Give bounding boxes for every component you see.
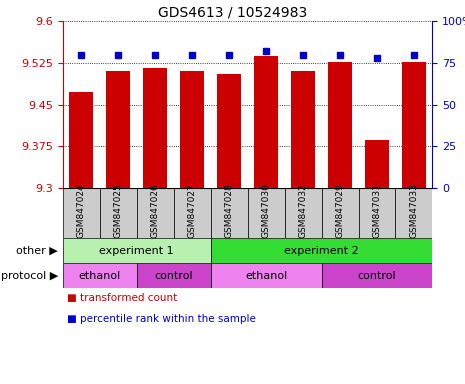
Text: ethanol: ethanol	[245, 270, 287, 281]
Text: GSM847030: GSM847030	[262, 183, 271, 238]
Bar	[100, 188, 137, 238]
Bar	[211, 238, 432, 263]
Text: ■ percentile rank within the sample: ■ percentile rank within the sample	[67, 314, 256, 324]
Bar	[328, 62, 352, 188]
Bar	[143, 68, 167, 188]
Bar	[63, 238, 211, 263]
Bar	[365, 140, 389, 188]
Text: ethanol: ethanol	[79, 270, 121, 281]
Text: other ▶: other ▶	[16, 245, 58, 256]
Bar	[217, 74, 241, 188]
Text: control: control	[358, 270, 396, 281]
Bar	[69, 93, 93, 188]
Bar	[174, 188, 211, 238]
Bar	[211, 188, 247, 238]
Bar	[359, 188, 396, 238]
Text: ■ transformed count: ■ transformed count	[67, 293, 178, 303]
Bar	[211, 263, 322, 288]
Text: GSM847027: GSM847027	[188, 183, 197, 238]
Text: GSM847032: GSM847032	[299, 183, 307, 238]
Bar	[106, 71, 130, 188]
Bar	[402, 62, 426, 188]
Text: GSM847029: GSM847029	[336, 183, 345, 238]
Text: protocol ▶: protocol ▶	[1, 270, 58, 281]
Bar	[322, 188, 359, 238]
Text: GSM847033: GSM847033	[410, 183, 418, 238]
Bar	[322, 263, 432, 288]
Bar	[137, 188, 174, 238]
Bar	[395, 188, 432, 238]
Bar	[180, 71, 204, 188]
Text: GDS4613 / 10524983: GDS4613 / 10524983	[158, 6, 307, 20]
Text: GSM847026: GSM847026	[151, 183, 159, 238]
Text: GSM847024: GSM847024	[77, 183, 86, 238]
Bar	[285, 188, 322, 238]
Bar	[248, 188, 285, 238]
Text: GSM847025: GSM847025	[114, 183, 123, 238]
Bar	[137, 263, 211, 288]
Bar	[254, 56, 278, 188]
Text: experiment 1: experiment 1	[100, 245, 174, 256]
Bar	[291, 71, 315, 188]
Text: control: control	[154, 270, 193, 281]
Bar	[63, 263, 137, 288]
Text: experiment 2: experiment 2	[284, 245, 359, 256]
Text: GSM847028: GSM847028	[225, 183, 233, 238]
Text: GSM847031: GSM847031	[372, 183, 381, 238]
Bar	[63, 188, 100, 238]
